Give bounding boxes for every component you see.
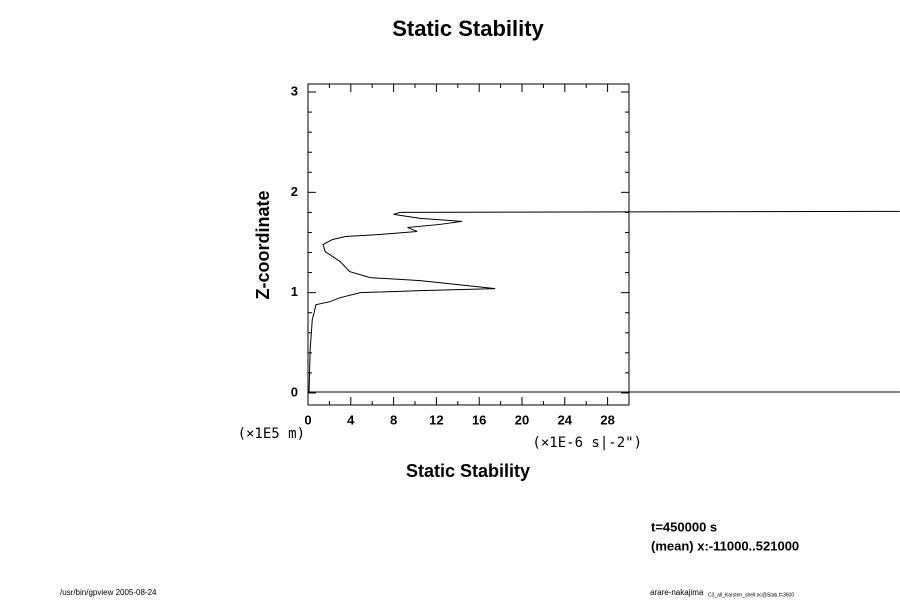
x-tick-label: 0 [304, 412, 311, 427]
annotation: t=450000 s [651, 519, 717, 534]
y-tick-label: 1 [291, 284, 298, 299]
y-tick-label: 0 [291, 384, 298, 399]
x-tick-label: 28 [600, 412, 614, 427]
y-tick-label: 2 [291, 184, 298, 199]
plot-frame [307, 83, 630, 406]
y-axis-label: Z-coordinate [253, 190, 273, 299]
x-unit: (×1E-6 s|-2") [532, 435, 642, 451]
x-tick-label: 16 [472, 412, 486, 427]
x-axis-label: Static Stability [406, 461, 530, 481]
x-tick-label: 8 [390, 412, 397, 427]
footer: arare-nakajima [650, 588, 704, 597]
x-tick-label: 20 [515, 412, 529, 427]
y-tick-label: 3 [291, 83, 298, 98]
line [308, 210, 900, 393]
annotation: (mean) x:-11000..521000 [651, 538, 799, 553]
y-unit: (×1E5 m) [238, 426, 305, 442]
x-tick-label: 12 [429, 412, 443, 427]
chart-title: Static Stability [392, 16, 544, 41]
footer: C3_all_Karsten_shell.nc@Stab,t=3600 [708, 592, 794, 598]
x-tick-label: 4 [347, 412, 355, 427]
x-tick-label: 24 [558, 412, 573, 427]
footer: /usr/bin/gpview 2005-08-24 [60, 588, 157, 597]
